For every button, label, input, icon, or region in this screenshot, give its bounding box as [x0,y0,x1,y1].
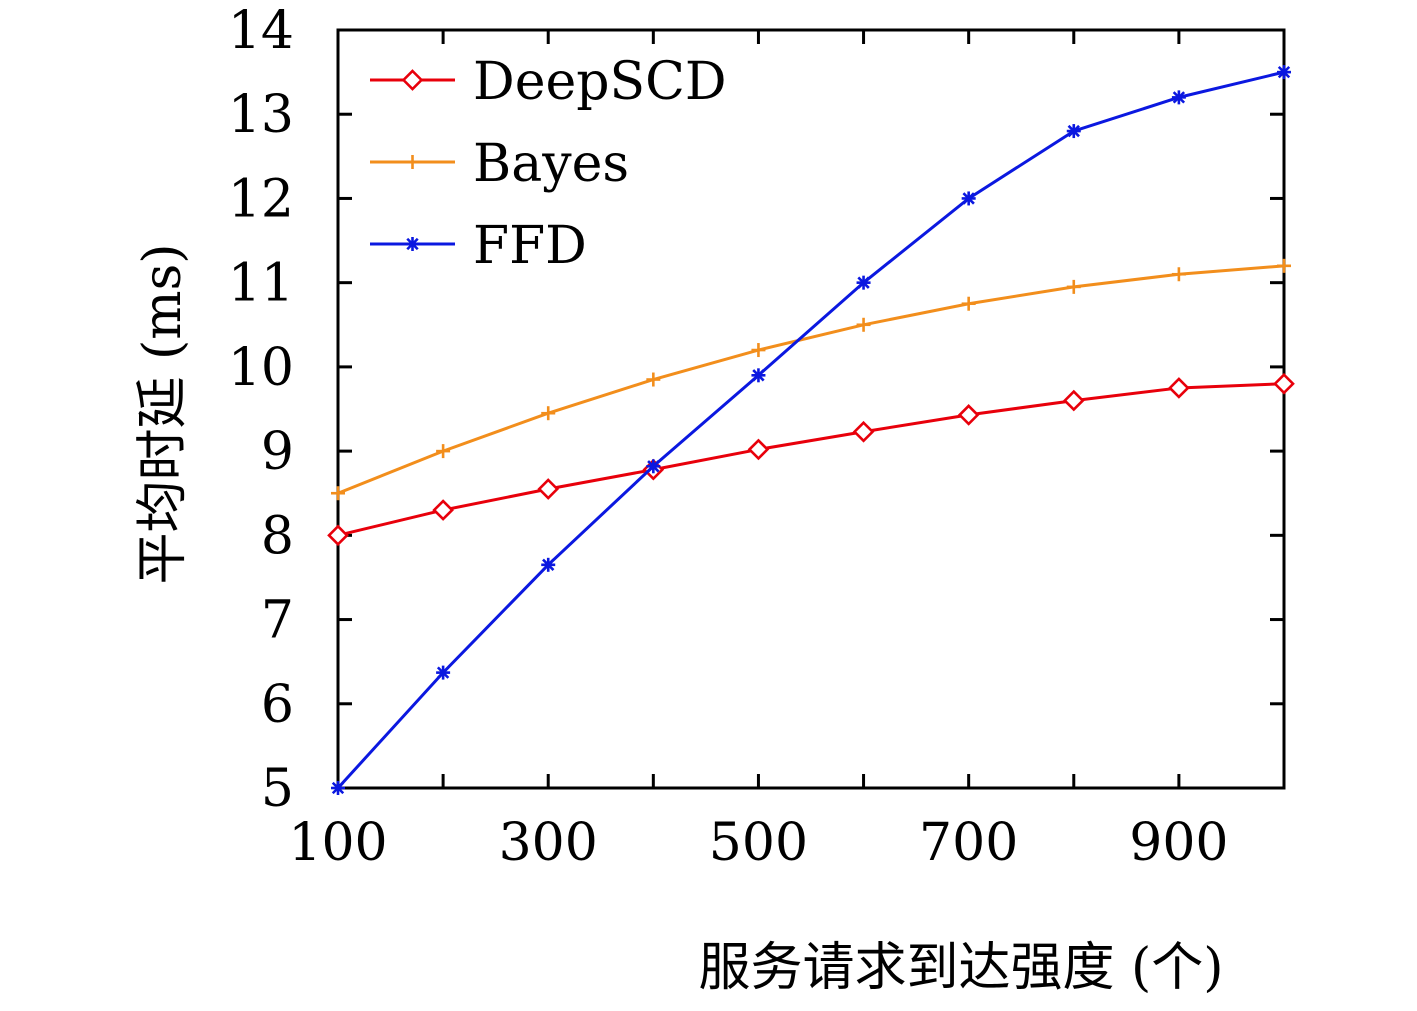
y-tick-label: 14 [228,1,294,61]
data-point-deepscd [852,420,875,443]
x-tick-label: 500 [709,813,808,873]
data-point-ffd [331,781,345,795]
data-point-ffd-d2 [1172,91,1186,104]
data-point-ffd-d2 [1277,65,1291,79]
data-point-deepscd [747,438,770,461]
x-tick-label: 900 [1129,813,1228,873]
data-point-ffd [541,557,556,572]
data-point-ffd [961,191,976,206]
data-point-ffd [856,275,871,290]
legend-marker-deepscd [401,69,424,91]
plot-frame [336,28,1286,790]
series-deepscd [327,372,1295,547]
data-point-ffd-d2 [857,276,870,289]
legend-label-bayes: Bayes [473,134,629,194]
y-tick-label: 12 [228,169,294,229]
y-axis-title: 平均时延 (ms) [133,243,193,584]
y-tick-label: 9 [261,422,294,482]
legend-item-deepscd: DeepSCD [370,52,727,112]
data-point-bayes [751,343,766,358]
data-point-deepscd [327,524,349,547]
data-point-bayes [1277,258,1291,273]
data-point-ffd-d2 [1067,124,1080,138]
data-point-ffd-d2 [436,666,450,679]
data-point-ffd [1066,124,1081,139]
data-point-deepscd [537,478,560,500]
legend-item-ffd: FFD [370,216,587,276]
data-point-deepscd [1273,372,1295,395]
y-tick-label: 5 [261,759,294,819]
data-point-ffd-d2 [752,369,765,382]
data-point-bayes [1171,267,1186,282]
data-point-bayes [541,406,556,421]
legend-marker-ffd [405,237,420,251]
data-point-ffd [751,368,766,383]
legend-marker-bayes [405,155,420,169]
y-tick-label: 8 [261,506,294,566]
data-point-deepscd [1168,377,1190,399]
x-tick-label: 100 [288,813,387,873]
data-point-ffd [1277,65,1291,80]
legend: DeepSCD Bayes FFD [370,52,727,276]
data-point-bayes [436,444,451,459]
data-point-ffd [436,665,451,680]
x-tick-label: 700 [919,813,1018,873]
data-point-deepscd [1062,389,1085,412]
data-point-deepscd [432,499,454,521]
data-point-bayes [1066,279,1081,294]
y-tick-label: 7 [261,591,294,651]
series-line-deepscd [337,382,1285,537]
series-line-bayes [337,264,1285,495]
data-point-ffd [1171,90,1186,105]
series-line-ffd [336,70,1285,790]
plot-area: 5 6 7 8 9 10 11 12 13 14 100 300 500 700 900 [228,1,1295,873]
data-point-bayes [331,486,345,501]
legend-label-ffd: FFD [473,216,587,276]
data-point-bayes [856,317,871,332]
y-tick-label: 10 [228,338,294,398]
data-point-ffd-d2 [542,558,555,571]
data-point-bayes [646,372,661,387]
data-point-deepscd [957,404,980,426]
legend-marker-ffd-d2 [406,237,419,251]
data-point-ffd [646,459,661,474]
data-point-ffd-d2 [962,192,975,205]
y-tick-label: 6 [261,675,294,735]
x-axis-title: 服务请求到达强度 (个) [698,938,1223,998]
series-bayes [331,258,1291,501]
series-ffd [331,65,1291,795]
data-point-ffd-d2 [647,460,660,473]
data-point-bayes [961,296,976,311]
y-tick-label: 13 [228,85,294,145]
y-tick-label: 11 [228,254,294,314]
legend-label-deepscd: DeepSCD [473,52,727,112]
legend-item-bayes: Bayes [370,134,629,194]
data-point-ffd-d2 [331,781,345,795]
x-tick-label: 300 [499,813,598,873]
